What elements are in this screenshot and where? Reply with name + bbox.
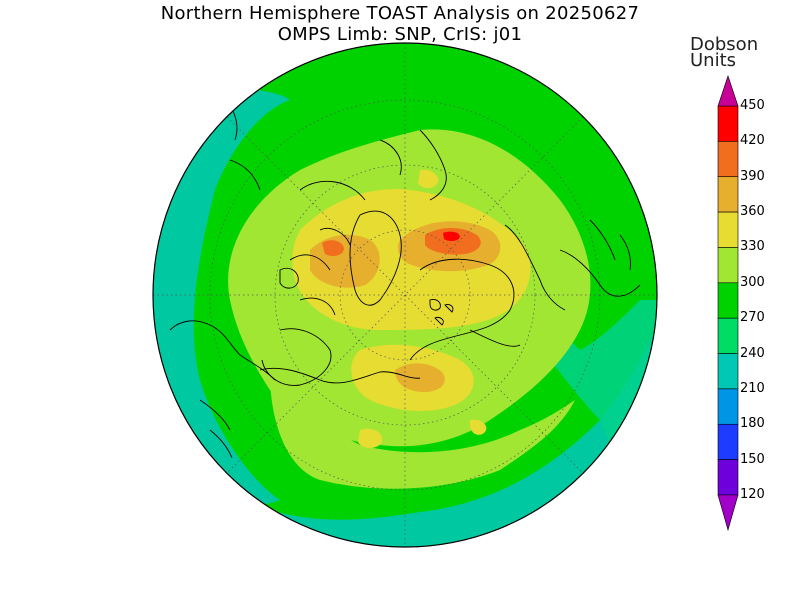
japan-coast [589, 219, 631, 271]
colorbar-tick-label: 240 [740, 345, 765, 361]
central-america-coast [199, 399, 233, 459]
alaska-coast [259, 367, 421, 384]
colorbar-segment [717, 388, 739, 425]
map-boundary [152, 42, 658, 548]
colorbar-tick-label: 420 [740, 133, 765, 149]
yellow-small-patch-1 [418, 169, 439, 189]
map-subtitle: OMPS Limb: SNP, CrIS: j01 [277, 24, 523, 45]
greenland-coast [349, 210, 402, 306]
colorbar-tick-label: 180 [740, 416, 765, 432]
north-america-coast [261, 180, 366, 386]
lightgreen-south-lobe [270, 380, 575, 489]
colorbar-tick-label: 360 [740, 204, 765, 220]
colorbar-segment [717, 317, 739, 354]
ozone-field [153, 43, 657, 547]
asia-east-coast [504, 224, 641, 311]
colorbar-units: Units [690, 50, 737, 71]
europe-coast [379, 129, 447, 201]
arctic-islands [429, 299, 454, 326]
colorbar-tick-label: 330 [740, 239, 765, 255]
colorbar-tick-label: 300 [740, 274, 765, 290]
teal-band-south [153, 330, 657, 547]
map-title: Northern Hemisphere TOAST Analysis on 20… [160, 3, 640, 24]
orange-patch-greenland [310, 234, 380, 288]
na-west-coast [169, 320, 276, 381]
colorbar-segment [717, 211, 739, 248]
colorbar [717, 75, 739, 532]
eurasia-coast [409, 258, 521, 361]
yellow-small-patch-2 [358, 428, 383, 448]
colorbar-segment [717, 176, 739, 213]
latitude-circle-70 [339, 229, 471, 361]
colorbar-under-arrow [717, 494, 739, 532]
coastlines [169, 99, 641, 459]
teal-tongue-east [500, 290, 657, 547]
colorbar-segment [717, 282, 739, 319]
colorbar-tick-label: 120 [740, 487, 765, 502]
deep-orange-siberia [425, 227, 481, 255]
colorbar-segment [717, 141, 739, 178]
colorbar-segment [717, 423, 739, 460]
colorbar-segment [717, 247, 739, 284]
deep-orange-greenland [322, 240, 344, 256]
colorbar-tick-label: 270 [740, 310, 765, 326]
yellow-small-patch-3 [469, 419, 487, 435]
colorbar-title: Dobson [690, 34, 759, 55]
graticule [153, 43, 657, 547]
colorbar-tick-label: 210 [740, 380, 765, 396]
meridian-45 [226, 116, 584, 474]
colorbar-segment [717, 105, 739, 142]
colorbar-segment [717, 353, 739, 390]
colorbar-segment [717, 459, 739, 496]
colorbar-tick-label: 150 [740, 451, 765, 467]
colorbar-tick-label: 450 [740, 98, 765, 113]
teal-band-west [153, 90, 290, 505]
colorbar-over-arrow [717, 75, 739, 107]
colorbar-tick-label: 390 [740, 168, 765, 184]
meridian-135 [226, 116, 584, 474]
ozone-maximum-spot [443, 231, 460, 242]
hudson-bay-coast [279, 267, 299, 289]
